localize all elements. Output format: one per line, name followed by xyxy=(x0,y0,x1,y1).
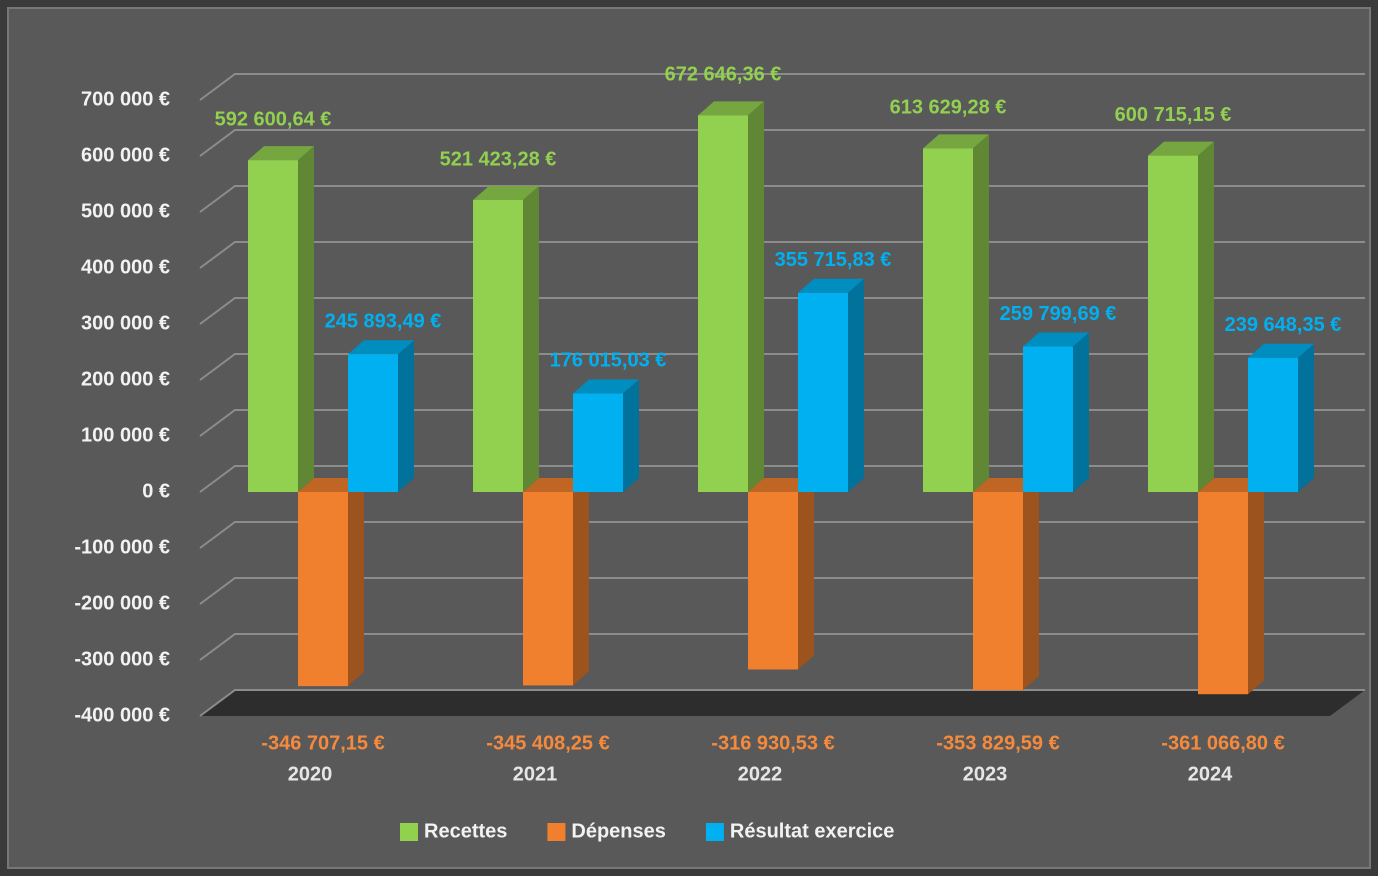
value-label: 259 799,69 € xyxy=(1000,303,1117,325)
value-label: 245 893,49 € xyxy=(325,311,442,333)
y-tick-label: 100 000 € xyxy=(81,424,170,446)
value-label: 355 715,83 € xyxy=(775,249,892,271)
y-tick-label: -400 000 € xyxy=(74,704,170,726)
y-tick-label: 400 000 € xyxy=(81,256,170,278)
bar-top xyxy=(1023,332,1089,347)
y-tick-label: 500 000 € xyxy=(81,200,170,222)
bar xyxy=(1023,346,1073,492)
bar-top xyxy=(923,134,989,149)
bar-side xyxy=(1073,332,1089,492)
bar xyxy=(248,160,298,492)
y-tick-label: -300 000 € xyxy=(74,648,170,670)
bar xyxy=(923,148,973,492)
bar-side xyxy=(298,146,314,492)
grid-line xyxy=(199,129,1365,157)
floor xyxy=(200,690,1365,716)
x-tick-label: 2022 xyxy=(738,763,783,785)
y-tick-label: 700 000 € xyxy=(81,88,170,110)
bar-top xyxy=(1198,478,1264,492)
bar-top xyxy=(798,278,864,293)
legend-label: Dépenses xyxy=(571,820,666,842)
bar-top xyxy=(473,186,539,201)
y-tick-label: 600 000 € xyxy=(81,144,170,166)
value-label: 592 600,64 € xyxy=(215,108,332,130)
bar-side xyxy=(1248,478,1264,695)
value-label: -346 707,15 € xyxy=(261,732,384,754)
value-label: -361 066,80 € xyxy=(1161,732,1284,754)
value-label: -316 930,53 € xyxy=(711,732,834,754)
bar-side xyxy=(1198,141,1214,492)
value-label: -345 408,25 € xyxy=(486,732,609,754)
bar-side xyxy=(523,186,539,492)
bar xyxy=(1248,357,1298,492)
bar xyxy=(973,492,1023,691)
y-tick-label: 200 000 € xyxy=(81,368,170,390)
legend-swatch xyxy=(400,823,418,841)
bar-side xyxy=(1023,478,1039,691)
bar-side xyxy=(1298,343,1314,492)
bar-side xyxy=(623,379,639,492)
bar xyxy=(473,200,523,492)
bar xyxy=(573,393,623,492)
bar-side xyxy=(348,478,364,687)
legend-swatch xyxy=(705,823,724,841)
bar-side xyxy=(748,101,764,492)
value-label: -353 829,59 € xyxy=(936,732,1059,754)
bar-top xyxy=(573,379,639,394)
bar-top xyxy=(1248,343,1314,358)
value-label: 176 015,03 € xyxy=(550,350,667,372)
y-tick-label: -100 000 € xyxy=(74,536,170,558)
legend-label: Recettes xyxy=(424,820,507,842)
y-tick-label: -200 000 € xyxy=(74,592,170,614)
bar-side xyxy=(973,134,989,492)
value-label: 239 648,35 € xyxy=(1225,314,1342,336)
bar-side xyxy=(573,478,589,686)
bar-top xyxy=(698,101,764,116)
legend-swatch xyxy=(547,823,566,841)
x-tick-label: 2020 xyxy=(288,763,333,785)
bar xyxy=(348,354,398,492)
value-label: 613 629,28 € xyxy=(890,97,1007,119)
bar xyxy=(698,115,748,492)
x-tick-label: 2023 xyxy=(963,763,1008,785)
bar xyxy=(1198,492,1248,695)
bar xyxy=(298,492,348,687)
x-tick-label: 2021 xyxy=(513,763,558,785)
bar-top xyxy=(973,478,1039,492)
bar-top xyxy=(523,478,589,492)
bar-side xyxy=(798,478,814,670)
bar xyxy=(748,492,798,670)
chart-background xyxy=(7,7,1371,869)
bar-top xyxy=(248,146,314,161)
value-label: 672 646,36 € xyxy=(665,64,782,86)
value-label: 600 715,15 € xyxy=(1115,104,1232,126)
bar-top xyxy=(748,478,814,492)
grid-line xyxy=(199,73,1365,101)
bar-top xyxy=(348,340,414,355)
bar-side xyxy=(848,278,864,492)
bar-top xyxy=(1148,141,1214,156)
bar xyxy=(798,292,848,492)
y-tick-label: 300 000 € xyxy=(81,312,170,334)
bar xyxy=(523,492,573,686)
bar-top xyxy=(298,478,364,492)
legend-label: Résultat exercice xyxy=(730,820,895,842)
x-tick-label: 2024 xyxy=(1188,763,1233,785)
bar-side xyxy=(398,340,414,492)
value-label: 521 423,28 € xyxy=(440,148,557,170)
bar xyxy=(1148,155,1198,492)
y-tick-label: 0 € xyxy=(142,480,170,502)
